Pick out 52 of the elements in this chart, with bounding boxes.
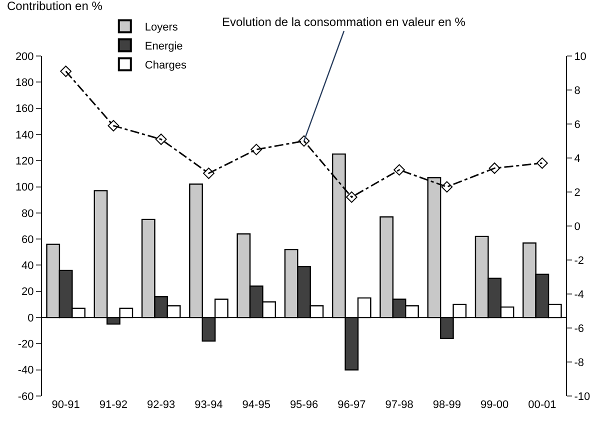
- y-tick-label: 120: [15, 155, 34, 168]
- point: [441, 181, 453, 193]
- point: [108, 120, 120, 132]
- point: [60, 66, 72, 77]
- y-tick-label: -60: [18, 390, 34, 403]
- x-tick-label: 99-00: [480, 399, 509, 411]
- y-tick-label: 20: [22, 286, 34, 298]
- legend-label: Loyers: [144, 22, 178, 34]
- point: [536, 157, 548, 169]
- x-tick-label: 97-98: [385, 399, 414, 411]
- x-tick-label: 93-94: [194, 399, 223, 411]
- y-tick-label: 0: [28, 312, 34, 324]
- x-tick-label: 98-99: [432, 399, 461, 411]
- y-tick-label: -20: [18, 338, 34, 351]
- legend-label: Charges: [144, 60, 187, 72]
- y2-tick-label: 0: [574, 220, 580, 233]
- x-tick-label: 00-01: [528, 399, 556, 411]
- y2-tick-label: 8: [574, 84, 580, 97]
- y-tick-label: 40: [22, 260, 34, 272]
- y-tick-label: 180: [15, 77, 34, 89]
- y2-tick-label: 6: [574, 118, 580, 131]
- y-tick-label: 160: [15, 103, 34, 116]
- x-tick-label: 96-97: [338, 399, 366, 411]
- y-tick-label: 200: [15, 50, 34, 63]
- y-tick-label: 60: [22, 234, 34, 246]
- annotation: Evolution de la consommation en valeur en %: [222, 15, 466, 29]
- y2-tick-label: -6: [574, 322, 584, 335]
- y2-tick-label: 4: [574, 152, 580, 165]
- x-tick-label: 90-91: [52, 399, 80, 411]
- y2-tick-label: 2: [574, 186, 580, 199]
- point: [298, 135, 310, 147]
- point: [155, 134, 167, 145]
- y-axis-title: Contribution en %: [7, 0, 103, 13]
- point: [203, 168, 214, 179]
- y-tick-label: 80: [22, 208, 34, 220]
- x-tick-label: 94-95: [242, 399, 270, 411]
- x-tick-label: 91-92: [99, 399, 128, 411]
- y2-tick-label: -8: [574, 356, 584, 369]
- point: [250, 144, 262, 156]
- y-tick-label: 100: [15, 182, 34, 194]
- point: [488, 162, 500, 174]
- y2-tick-label: 10: [574, 50, 586, 63]
- point: [394, 164, 405, 176]
- y2-tick-label: -10: [574, 390, 590, 403]
- y-tick-label: -40: [18, 364, 34, 377]
- point: [346, 191, 358, 203]
- legend-label: Energie: [144, 40, 183, 53]
- x-tick-label: 95-96: [290, 399, 318, 411]
- y-tick-label: 140: [15, 129, 34, 142]
- y2-tick-label: -2: [574, 254, 584, 267]
- x-tick-label: 92-93: [147, 399, 176, 411]
- y2-tick-label: -4: [574, 288, 584, 301]
